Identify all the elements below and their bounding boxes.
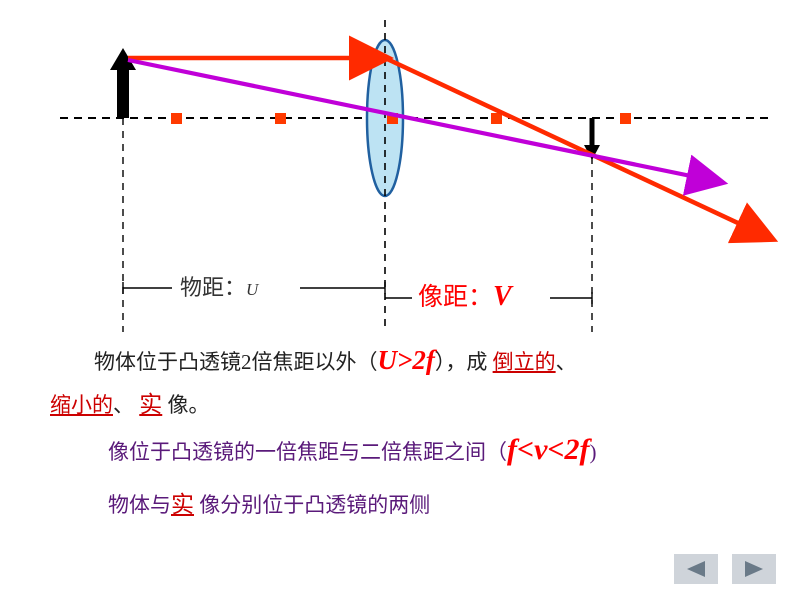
lens-diagram [0, 0, 794, 340]
triangle-left-icon [683, 559, 709, 579]
ray-parallel-seg2 [385, 58, 770, 238]
prev-button[interactable] [674, 554, 718, 584]
text-line-3: 像位于凸透镜的一倍焦距与二倍焦距之间（f<v<2f) [60, 433, 764, 467]
label-v-prefix: 像距： [418, 284, 493, 311]
text-line-1: 物体位于凸透镜2倍焦距以外（U>2f），成 倒立的、 [60, 345, 764, 376]
next-button[interactable] [732, 554, 776, 584]
nav-buttons [674, 554, 776, 584]
lens-svg [0, 0, 794, 340]
label-u-prefix: 物距： [180, 275, 246, 300]
triangle-right-icon [741, 559, 767, 579]
text-line-2: 缩小的、 实 像。 [50, 385, 764, 419]
label-object-distance: 物距：U [180, 270, 258, 302]
label-u-symbol: U [246, 280, 258, 299]
label-image-distance: 像距：V [418, 277, 512, 313]
label-v-symbol: V [493, 281, 512, 312]
text-line-4: 物体与实 像分别位于凸透镜的两侧 [60, 485, 764, 519]
